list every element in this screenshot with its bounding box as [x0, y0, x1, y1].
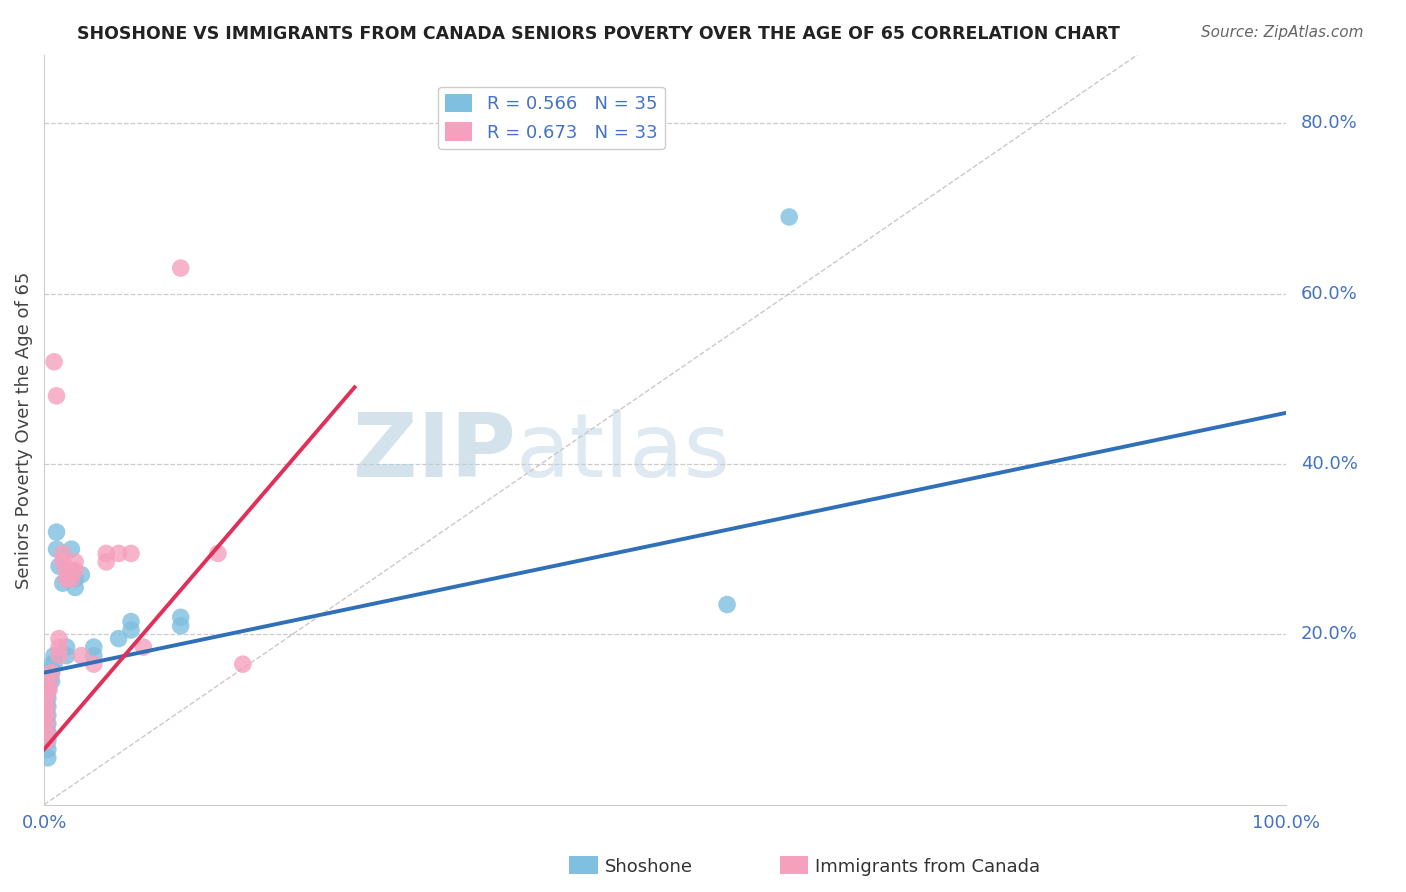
Point	[55, 648, 77, 663]
Point	[37, 733, 59, 747]
Point	[35, 682, 58, 697]
Point	[107, 632, 129, 646]
Point	[83, 648, 105, 663]
Point	[42, 657, 65, 672]
Point	[120, 623, 142, 637]
Point	[37, 699, 59, 714]
Point	[83, 657, 105, 672]
Point	[778, 210, 800, 224]
Point	[96, 555, 118, 569]
Point	[48, 632, 70, 646]
Point	[63, 572, 86, 586]
Point	[37, 725, 59, 739]
Text: ZIP: ZIP	[353, 409, 516, 496]
Point	[70, 648, 93, 663]
Point	[38, 682, 60, 697]
Text: Shoshone: Shoshone	[605, 858, 693, 876]
Point	[63, 564, 86, 578]
Point	[716, 598, 738, 612]
Text: SHOSHONE VS IMMIGRANTS FROM CANADA SENIORS POVERTY OVER THE AGE OF 65 CORRELATIO: SHOSHONE VS IMMIGRANTS FROM CANADA SENIO…	[77, 25, 1121, 43]
Point	[45, 542, 67, 557]
Point	[52, 546, 75, 560]
Point	[37, 716, 59, 731]
Point	[42, 355, 65, 369]
Y-axis label: Seniors Poverty Over the Age of 65: Seniors Poverty Over the Age of 65	[15, 271, 32, 589]
Point	[35, 733, 58, 747]
Point	[52, 576, 75, 591]
Point	[60, 572, 83, 586]
Point	[60, 542, 83, 557]
Point	[52, 555, 75, 569]
Point	[207, 546, 229, 560]
Point	[35, 699, 58, 714]
Point	[48, 559, 70, 574]
Point	[35, 725, 58, 739]
Point	[63, 555, 86, 569]
Point	[37, 742, 59, 756]
Point	[45, 525, 67, 540]
Point	[37, 751, 59, 765]
Point	[38, 674, 60, 689]
Text: atlas: atlas	[516, 409, 731, 496]
Point	[42, 648, 65, 663]
Point	[132, 640, 155, 654]
Point	[83, 640, 105, 654]
Point	[120, 615, 142, 629]
Point	[55, 640, 77, 654]
Point	[37, 682, 59, 697]
Point	[60, 564, 83, 578]
Point	[35, 708, 58, 723]
Point	[41, 665, 63, 680]
Text: 60.0%: 60.0%	[1301, 285, 1358, 302]
Text: 20.0%: 20.0%	[1301, 625, 1358, 643]
Point	[55, 572, 77, 586]
Point	[170, 261, 193, 276]
Point	[35, 691, 58, 706]
Point	[37, 665, 59, 680]
Text: Immigrants from Canada: Immigrants from Canada	[815, 858, 1040, 876]
Text: 80.0%: 80.0%	[1301, 114, 1358, 132]
Point	[107, 546, 129, 560]
Point	[45, 389, 67, 403]
Point	[35, 716, 58, 731]
Point	[48, 640, 70, 654]
Point	[48, 648, 70, 663]
Point	[70, 567, 93, 582]
Point	[55, 564, 77, 578]
Point	[170, 619, 193, 633]
Point	[37, 691, 59, 706]
Point	[37, 674, 59, 689]
Point	[170, 610, 193, 624]
Point	[37, 708, 59, 723]
Point	[63, 581, 86, 595]
Point	[232, 657, 254, 672]
Point	[41, 657, 63, 672]
Point	[41, 665, 63, 680]
Text: Source: ZipAtlas.com: Source: ZipAtlas.com	[1201, 25, 1364, 40]
Legend: R = 0.566   N = 35, R = 0.673   N = 33: R = 0.566 N = 35, R = 0.673 N = 33	[439, 87, 665, 149]
Point	[120, 546, 142, 560]
Point	[41, 674, 63, 689]
Text: 40.0%: 40.0%	[1301, 455, 1358, 473]
Point	[96, 546, 118, 560]
